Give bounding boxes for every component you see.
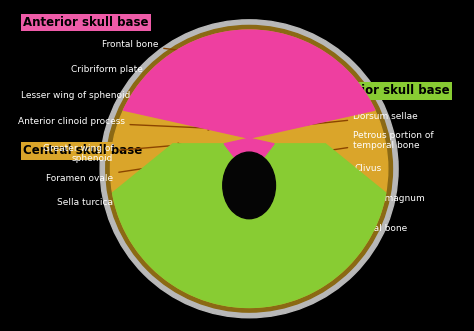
Text: Cribriform plate: Cribriform plate (72, 65, 242, 85)
Text: Posterior skull base: Posterior skull base (318, 84, 449, 97)
Ellipse shape (110, 30, 388, 307)
Ellipse shape (106, 25, 392, 312)
Text: Lesser wing of sphenoid: Lesser wing of sphenoid (21, 91, 212, 108)
Ellipse shape (223, 152, 275, 219)
Text: Anterior clinoid process: Anterior clinoid process (18, 118, 212, 130)
Text: Foramen magnum: Foramen magnum (288, 190, 425, 203)
Text: Foramen ovale: Foramen ovale (46, 163, 174, 183)
Text: Anterior skull base: Anterior skull base (23, 16, 149, 29)
Text: Frontal bone: Frontal bone (102, 40, 254, 61)
Text: Petrous portion of
temporal bone: Petrous portion of temporal bone (324, 131, 434, 153)
Polygon shape (123, 30, 375, 162)
Text: Sella turcica: Sella turcica (57, 181, 191, 207)
Polygon shape (112, 144, 386, 307)
Text: Dorsum sellae: Dorsum sellae (284, 112, 418, 129)
Ellipse shape (100, 20, 398, 318)
Text: Greater wing of
sphenoid: Greater wing of sphenoid (43, 143, 182, 164)
Polygon shape (235, 144, 263, 165)
Text: Clivus: Clivus (298, 164, 382, 173)
Text: Central skull base: Central skull base (23, 144, 143, 158)
Text: Occipital bone: Occipital bone (296, 218, 407, 233)
